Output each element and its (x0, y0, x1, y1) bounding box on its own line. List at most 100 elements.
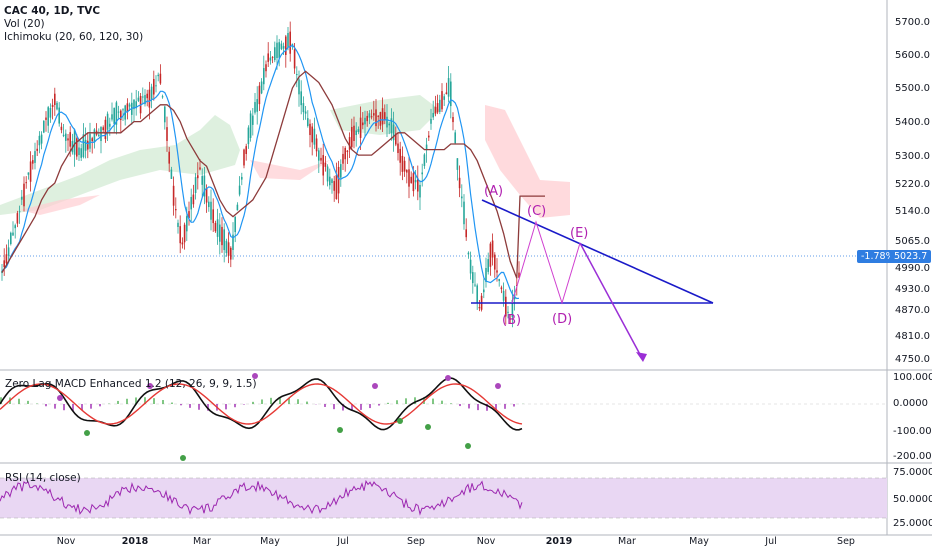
macd-signal-dot (337, 427, 343, 433)
price-tick: 4990.0 (895, 263, 930, 274)
candle-body (120, 110, 122, 121)
candle-body (241, 176, 243, 180)
candle-body (276, 42, 278, 58)
cloud-bearish (20, 190, 110, 215)
candle-body (36, 148, 38, 151)
macd-signal-dot (425, 424, 431, 430)
candle-body (146, 93, 148, 99)
ichimoku-indicator-label[interactable]: Ichimoku (20, 60, 120, 30) (4, 31, 144, 43)
candle-body (478, 307, 481, 309)
cloud-bullish (0, 115, 240, 215)
candle-body (507, 311, 509, 313)
candle-body (496, 270, 498, 273)
candle-body (450, 81, 452, 107)
candle-body (390, 118, 393, 134)
macd-histogram-bar (171, 402, 173, 404)
macd-histogram-bar (486, 404, 488, 411)
candle-body (87, 140, 89, 150)
candle-body (199, 167, 201, 170)
candle-body (307, 118, 309, 127)
candle-body (89, 133, 91, 149)
candle-body (25, 182, 27, 184)
candle-body (62, 134, 65, 137)
candle-body (331, 179, 333, 183)
candle-body (40, 134, 43, 144)
candle-body (408, 169, 410, 187)
rsi-band (0, 478, 887, 518)
volume-indicator-label[interactable]: Vol (20) (4, 18, 45, 30)
triangle-upper-line (481, 199, 714, 304)
macd-tick: -200.0000 (893, 451, 932, 462)
candle-body (27, 172, 30, 175)
macd-signal-dot (465, 443, 471, 449)
rsi-legend[interactable]: RSI (14, close) (5, 472, 81, 484)
macd-tick: 0.0000 (893, 398, 928, 409)
candle-body (315, 138, 318, 152)
candle-body (494, 254, 496, 270)
macd-signal-dot (84, 430, 90, 436)
candle-body (43, 120, 45, 133)
macd-histogram-bar (459, 404, 461, 407)
time-tick: Mar (618, 536, 636, 547)
candle-body (190, 196, 192, 210)
candle-body (340, 164, 342, 178)
candle-body (355, 130, 357, 136)
macd-signal-dot (397, 418, 403, 424)
candle-body (5, 254, 8, 264)
candle-body (230, 247, 232, 260)
candle-body (337, 166, 340, 194)
candle-body (287, 33, 289, 47)
candle-body (126, 103, 129, 113)
time-tick: 2019 (545, 536, 573, 547)
macd-histogram-bar (441, 400, 443, 404)
candle-body (392, 124, 395, 141)
macd-histogram-bar (378, 404, 380, 406)
candle-body (509, 318, 511, 320)
candle-body (34, 151, 36, 163)
candle-body (102, 127, 104, 131)
macd-histogram-bar (18, 398, 20, 404)
candle-body (467, 252, 470, 255)
candle-body (476, 285, 478, 304)
candle-body (216, 219, 219, 237)
candle-body (243, 149, 245, 166)
symbol-title[interactable]: CAC 40, 1D, TVC (4, 5, 101, 17)
time-tick: Sep (837, 536, 855, 547)
candle-body (142, 96, 144, 98)
candle-body (208, 201, 210, 208)
macd-histogram-bar (162, 400, 164, 404)
candle-body (157, 74, 159, 77)
candle-body (502, 290, 505, 301)
macd-signal-dot (372, 383, 378, 389)
candle-body (300, 91, 302, 106)
candle-body (397, 143, 399, 154)
macd-signal-dot (147, 383, 153, 389)
price-candles (1, 21, 520, 328)
candle-body (456, 158, 459, 170)
candle-body (351, 126, 353, 147)
candle-body (441, 91, 443, 110)
candle-body (469, 259, 472, 274)
candle-body (346, 150, 349, 153)
candle-body (474, 284, 476, 286)
macd-histogram-bar (306, 401, 308, 404)
candle-body (227, 242, 230, 256)
candle-body (214, 222, 217, 232)
candle-body (452, 116, 454, 123)
candle-body (186, 216, 188, 232)
candle-body (410, 176, 412, 183)
price-tick: 4930.0 (895, 284, 930, 295)
candle-body (377, 115, 379, 117)
time-tick: Jul (765, 536, 777, 547)
candle-body (463, 201, 465, 225)
candle-body (113, 107, 115, 124)
macd-legend[interactable]: Zero Lag MACD Enhanced 1.2 (12, 26, 9, 9… (5, 378, 257, 390)
candle-body (335, 174, 338, 200)
candle-body (445, 92, 448, 95)
macd-histogram-bar (324, 404, 326, 407)
macd-histogram-bar (144, 397, 146, 404)
candle-body (401, 155, 404, 172)
macd-histogram-bar (495, 404, 497, 411)
time-tick: May (260, 536, 280, 547)
